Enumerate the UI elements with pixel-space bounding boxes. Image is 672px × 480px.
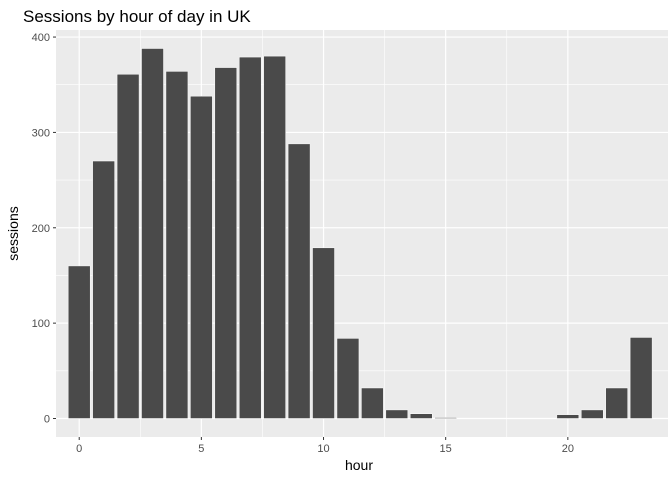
bar-hour-22 <box>605 387 628 419</box>
bar-hour-3 <box>141 48 164 419</box>
y-axis-title: sessions <box>5 206 21 260</box>
y-tick-label: 200 <box>32 223 50 235</box>
bar-hour-0 <box>67 265 91 419</box>
bar-hour-20 <box>556 414 580 419</box>
bar-hour-21 <box>581 409 604 419</box>
x-tick-label: 15 <box>440 443 452 455</box>
x-tick-label: 10 <box>317 443 329 455</box>
chart-title: Sessions by hour of day in UK <box>23 7 251 26</box>
bar-hour-12 <box>361 387 384 419</box>
bar-hour-7 <box>238 56 262 419</box>
x-axis: 0 5 10 15 20 <box>76 437 574 455</box>
bar-hour-5 <box>190 95 213 419</box>
bar-hour-23 <box>629 337 653 419</box>
bar-hour-10 <box>312 247 335 419</box>
bar-hour-4 <box>165 71 189 419</box>
bar-hour-2 <box>116 73 140 419</box>
y-tick-label: 300 <box>32 127 50 139</box>
bar-hour-6 <box>214 67 238 419</box>
bar-hour-15 <box>434 417 457 419</box>
y-axis: 0 100 200 300 400 <box>32 32 56 426</box>
x-tick-label: 20 <box>562 443 574 455</box>
bar-hour-9 <box>287 143 311 419</box>
bar-hour-11 <box>336 338 360 419</box>
y-tick-label: 400 <box>32 32 50 44</box>
x-tick-label: 5 <box>198 443 204 455</box>
x-axis-title: hour <box>345 457 373 473</box>
bar-hour-8 <box>263 55 286 419</box>
y-tick-label: 100 <box>32 318 50 330</box>
bar-hour-1 <box>92 160 115 419</box>
bar-hour-14 <box>410 413 433 419</box>
bar-hour-13 <box>385 409 409 419</box>
y-tick-label: 0 <box>44 414 50 426</box>
bars <box>67 48 653 419</box>
x-tick-label: 0 <box>76 443 82 455</box>
